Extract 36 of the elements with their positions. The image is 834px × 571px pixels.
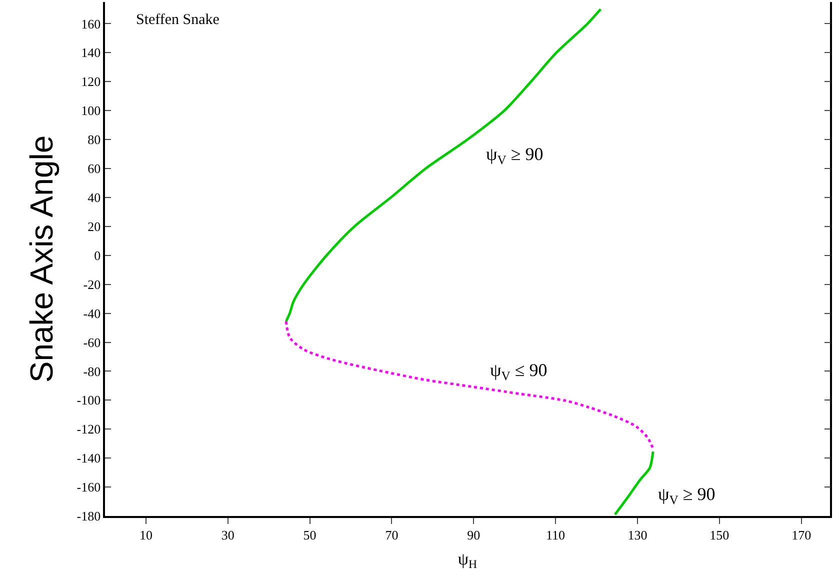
y-tick-label: -40 — [83, 306, 101, 321]
annotation: Steffen Snake — [136, 12, 220, 28]
line-series — [614, 450, 654, 516]
x-tick-label: 10 — [139, 527, 152, 542]
y-tick-label: -140 — [76, 450, 101, 466]
y-tick-label: -60 — [83, 334, 101, 350]
x-tick-label: 30 — [221, 527, 234, 542]
y-tick-label: 20 — [88, 218, 101, 234]
x-axis-title: ψ$_{H}$ — [458, 549, 478, 571]
y-tick-label: 40 — [88, 190, 101, 206]
annotation: ψ$_{V}$ ≥ 90 — [486, 144, 544, 167]
y-tick-label: -100 — [76, 392, 101, 408]
y-tick-label: -80 — [83, 364, 101, 379]
y-tick-label: -160 — [76, 480, 101, 495]
y-tick-label: -120 — [76, 422, 101, 437]
x-tick-label: 110 — [546, 527, 566, 542]
y-tick-label: 60 — [88, 161, 101, 176]
x-tick-label: 150 — [710, 527, 730, 542]
y-tick-label: -20 — [83, 276, 101, 292]
annotation: ψ$_{V}$ ≥ 90 — [658, 484, 716, 507]
x-tick-label: 130 — [628, 527, 648, 542]
y-tick-label: 120 — [81, 74, 101, 90]
x-tick-label: 50 — [303, 527, 316, 542]
y-tick-label: 80 — [88, 132, 101, 148]
y-tick-label: 100 — [81, 103, 101, 118]
annotation: ψ$_{V}$ ≤ 90 — [490, 360, 548, 383]
x-tick-label: 90 — [467, 527, 480, 542]
line-series — [284, 8, 602, 323]
line-series — [284, 320, 654, 450]
y-axis-title: Snake Axis Angle — [24, 135, 60, 383]
x-tick-label: 70 — [385, 527, 398, 542]
x-tick-label: 170 — [792, 527, 812, 542]
y-tick-label: 160 — [81, 16, 101, 32]
y-tick-label: -180 — [76, 508, 101, 524]
y-tick-label: 0 — [94, 248, 101, 263]
y-tick-label: 140 — [81, 45, 101, 60]
